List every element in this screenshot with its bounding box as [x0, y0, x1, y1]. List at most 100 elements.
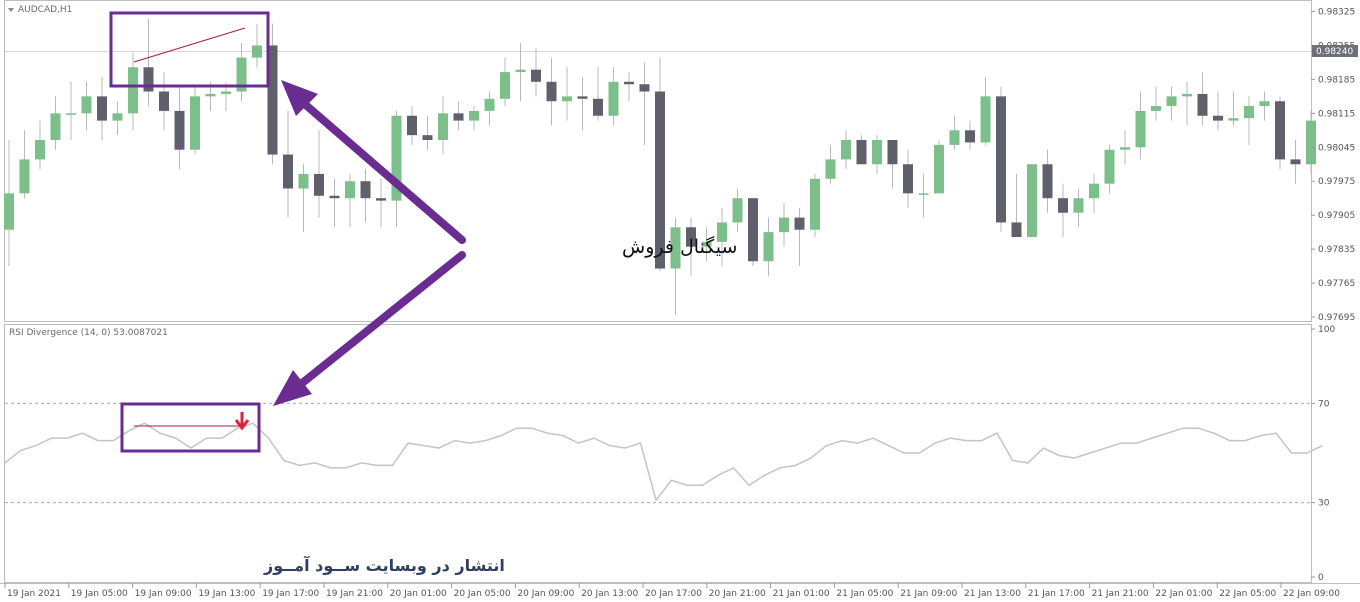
time-axis-label: 20 Jan 17:00 — [645, 589, 702, 599]
candle — [469, 106, 479, 131]
candle — [314, 130, 324, 218]
candle-body — [128, 67, 138, 114]
candle — [1182, 81, 1192, 126]
candle — [872, 135, 882, 174]
candle — [438, 96, 448, 155]
candle-body — [887, 140, 898, 165]
candle-body — [934, 144, 944, 194]
current-price-tag: 0.98240 — [1312, 45, 1358, 57]
candle-body — [608, 81, 619, 116]
candle — [965, 120, 975, 150]
candle-body — [391, 115, 402, 201]
annotation-arrow-to-rsi — [273, 251, 466, 406]
candle — [484, 91, 495, 126]
candle — [1306, 110, 1316, 174]
candle-body — [267, 45, 278, 155]
candle — [1089, 173, 1099, 213]
candle-body — [1073, 198, 1084, 213]
candle-body — [1306, 120, 1316, 165]
annotation-arrow-to-price — [281, 80, 466, 244]
time-axis-label: 22 Jan 05:00 — [1219, 589, 1276, 599]
candle-body — [856, 140, 867, 165]
candle-body — [748, 198, 758, 262]
time-axis-label: 20 Jan 01:00 — [390, 589, 447, 599]
price-axis-label: 0.97905 — [1318, 211, 1355, 221]
candle — [1213, 91, 1223, 131]
time-axis-label: 21 Jan 21:00 — [1092, 589, 1149, 599]
current-price-value: 0.98240 — [1316, 47, 1353, 57]
rsi-axis: 100 70 30 0 — [1311, 325, 1335, 583]
time-axis-label: 21 Jan 13:00 — [964, 589, 1021, 599]
candle-body — [50, 113, 61, 141]
candle — [1027, 164, 1037, 237]
candle — [453, 101, 464, 131]
candle — [670, 217, 681, 315]
candle — [593, 67, 603, 121]
candle — [810, 173, 820, 237]
candle-body — [329, 195, 340, 199]
candle — [624, 72, 634, 102]
symbol-dropdown-icon[interactable] — [8, 8, 14, 12]
candle-body — [174, 110, 185, 150]
candle-body — [314, 173, 324, 196]
candle-body — [376, 198, 386, 201]
time-axis-label: 22 Jan 09:00 — [1283, 589, 1340, 599]
candle-body — [980, 96, 991, 143]
candle — [748, 198, 758, 267]
candle-body — [298, 173, 309, 189]
candle — [190, 86, 200, 155]
candle — [794, 207, 805, 267]
time-axis-label: 22 Jan 01:00 — [1155, 589, 1212, 599]
candle — [1275, 96, 1285, 170]
candle — [128, 52, 138, 131]
price-divergence-line — [133, 27, 246, 63]
candle-body — [1120, 147, 1130, 150]
candle-body — [221, 91, 231, 94]
candle — [841, 130, 851, 170]
candle-body — [1011, 222, 1022, 237]
candle — [1151, 86, 1161, 121]
candle-body — [655, 91, 665, 269]
candle-body — [1290, 159, 1301, 165]
candle — [1244, 96, 1254, 145]
candle-body — [283, 154, 293, 189]
candle-body — [1213, 115, 1223, 121]
rsi-divergence-box — [120, 402, 261, 453]
time-axis-label: 21 Jan 05:00 — [836, 589, 893, 599]
candle-body — [438, 113, 448, 141]
candle-body — [639, 84, 650, 92]
candle — [252, 23, 262, 68]
candle — [345, 173, 355, 228]
candle-body — [1182, 93, 1192, 97]
candle-body — [159, 91, 169, 111]
candle — [779, 203, 789, 247]
rsi-axis-label: 70 — [1318, 399, 1330, 409]
candle-body — [1244, 106, 1254, 119]
candle-body — [1042, 164, 1053, 199]
candle-body — [407, 115, 417, 136]
price-axis-label: 0.97835 — [1318, 245, 1355, 255]
candle — [360, 169, 371, 223]
candle — [283, 110, 293, 218]
candle-body — [825, 159, 836, 179]
candle-body — [205, 93, 216, 97]
candle — [1073, 188, 1084, 228]
candle — [980, 76, 991, 145]
candle — [4, 140, 14, 267]
indicator-panel-frame — [4, 324, 1312, 583]
candle-body — [19, 159, 30, 194]
time-axis: 19 Jan 2021 19 Jan 05:00 19 Jan 09:00 19 Ja… — [4, 583, 1340, 599]
candle — [391, 110, 402, 228]
candle-body — [469, 110, 479, 121]
candle-body — [1089, 183, 1099, 199]
candle — [112, 101, 123, 136]
candle-body — [1104, 149, 1115, 184]
candle — [825, 144, 836, 184]
candle-body — [484, 98, 495, 111]
candle-body — [112, 113, 123, 121]
candle — [50, 96, 61, 150]
candle-body — [97, 96, 107, 121]
candle — [1259, 91, 1270, 121]
